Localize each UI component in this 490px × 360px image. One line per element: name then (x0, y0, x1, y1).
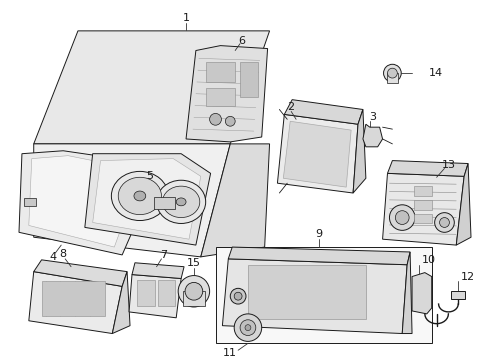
Polygon shape (129, 275, 181, 318)
Polygon shape (93, 159, 201, 239)
Bar (137, 280, 154, 306)
Polygon shape (277, 114, 358, 193)
Bar (24, 198, 36, 206)
Bar (216, 247, 432, 343)
Polygon shape (201, 144, 270, 257)
Circle shape (388, 68, 397, 78)
Polygon shape (34, 31, 270, 144)
Text: 5: 5 (146, 171, 153, 181)
Polygon shape (353, 109, 366, 193)
Circle shape (234, 292, 242, 300)
Text: 14: 14 (429, 68, 443, 78)
Circle shape (245, 325, 251, 330)
Text: 3: 3 (369, 112, 376, 122)
Bar (414, 213, 432, 224)
Text: 7: 7 (160, 250, 167, 260)
Polygon shape (29, 272, 122, 333)
Circle shape (240, 320, 256, 336)
Polygon shape (222, 259, 407, 333)
Polygon shape (412, 273, 432, 314)
Circle shape (435, 213, 454, 232)
Polygon shape (19, 151, 132, 255)
Text: 6: 6 (239, 36, 245, 46)
Polygon shape (383, 174, 464, 245)
Bar (387, 73, 398, 83)
Bar (183, 291, 205, 306)
Bar (414, 186, 432, 196)
Polygon shape (186, 46, 268, 142)
Text: 11: 11 (223, 348, 237, 358)
Text: 10: 10 (422, 255, 436, 265)
Text: 1: 1 (183, 13, 190, 23)
Polygon shape (85, 154, 211, 245)
Circle shape (390, 205, 415, 230)
Bar (42, 282, 105, 316)
Circle shape (185, 283, 203, 300)
Bar (153, 197, 175, 209)
Bar (240, 62, 258, 97)
Polygon shape (456, 163, 471, 245)
Ellipse shape (111, 171, 169, 221)
Polygon shape (402, 252, 412, 333)
Circle shape (440, 217, 449, 228)
Text: 9: 9 (315, 229, 322, 239)
Polygon shape (34, 144, 230, 257)
Polygon shape (228, 247, 410, 265)
Text: 15: 15 (187, 258, 201, 268)
Ellipse shape (163, 186, 200, 217)
Text: 12: 12 (461, 271, 475, 282)
Polygon shape (112, 272, 130, 333)
Bar (158, 280, 175, 306)
Polygon shape (29, 156, 122, 247)
Text: 8: 8 (60, 249, 67, 259)
Text: 13: 13 (441, 159, 455, 170)
Bar (451, 291, 465, 299)
Polygon shape (388, 161, 468, 176)
Circle shape (230, 288, 246, 304)
Circle shape (178, 275, 210, 307)
Text: 2: 2 (288, 102, 295, 112)
Circle shape (234, 314, 262, 341)
Ellipse shape (176, 198, 186, 206)
Bar (414, 200, 432, 210)
Polygon shape (132, 263, 184, 279)
Bar (206, 88, 235, 105)
Bar (248, 265, 366, 319)
Text: 4: 4 (50, 252, 57, 262)
Circle shape (210, 113, 221, 125)
Bar (206, 62, 235, 82)
Polygon shape (34, 260, 127, 286)
Polygon shape (283, 121, 351, 187)
Circle shape (395, 211, 409, 224)
Circle shape (225, 116, 235, 126)
Circle shape (384, 64, 401, 82)
Ellipse shape (118, 177, 162, 215)
Polygon shape (363, 124, 383, 147)
Ellipse shape (157, 180, 206, 224)
Polygon shape (284, 100, 363, 124)
Ellipse shape (134, 191, 146, 201)
